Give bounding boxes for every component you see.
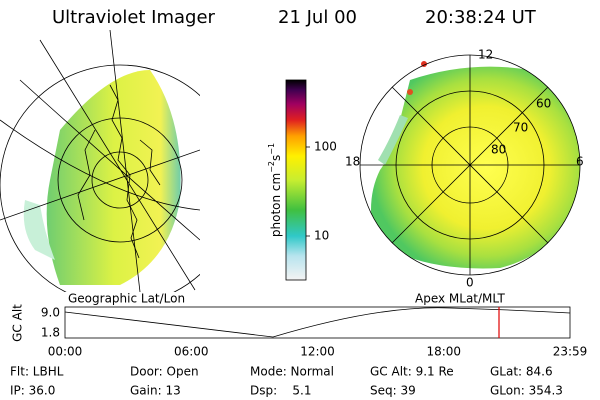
x-tick-label: 23:59 [553, 345, 588, 359]
info-panel: Flt: LBHL Door: Open Mode: Normal GC Alt: 9… [10, 365, 563, 398]
title: Ultraviolet Imager [52, 7, 216, 28]
colorbar-tick-label: 10 [314, 229, 329, 243]
date: 21 Jul 00 [278, 7, 357, 28]
left-label: Geographic Lat/Lon [68, 292, 185, 306]
altitude-frame [64, 306, 571, 339]
mlt-label: 0 [466, 276, 474, 290]
altitude-curve [64, 307, 571, 338]
info-field: GLat: 84.6 [490, 365, 553, 379]
mlat-label: 70 [513, 121, 528, 135]
time: 20:38:24 UT [425, 7, 537, 28]
mlt-label: 18 [345, 155, 360, 169]
hot-spot [407, 89, 413, 95]
mlt-label: 6 [576, 155, 584, 169]
info-field: GLon: 354.3 [490, 384, 563, 398]
mlat-label: 80 [491, 143, 506, 157]
info-field: Gain: 13 [130, 384, 181, 398]
right-label: Apex MLat/MLT [415, 292, 505, 306]
polar-image [371, 66, 580, 269]
globe-image [0, 30, 200, 292]
x-tick-label: 00:00 [48, 345, 83, 359]
info-field: IP: 36.0 [10, 384, 55, 398]
x-tick-label: 06:00 [174, 345, 209, 359]
info-field: Flt: LBHL [10, 365, 64, 379]
mlt-label: 12 [478, 48, 493, 62]
info-field: Seq: 39 [370, 384, 416, 398]
x-tick-label: 18:00 [426, 345, 461, 359]
y-tick-label: 1.8 [41, 326, 60, 340]
mlat-label: 60 [536, 97, 551, 111]
info-field: Mode: Normal [250, 365, 334, 379]
polar-spokes [360, 55, 580, 275]
x-tick-label: 12:00 [300, 345, 335, 359]
x-ticks: 00:00 06:00 12:00 18:00 23:59 [48, 345, 588, 359]
y-label: GC Alt [11, 304, 25, 342]
info-field: GC Alt: 9.1 Re [370, 365, 454, 379]
info-field: Door: Open [130, 365, 199, 379]
colorbar [285, 79, 307, 281]
colorbar-label: photon cm−2s−1 [267, 143, 283, 237]
y-tick-label: 9.0 [41, 306, 60, 320]
colorbar-tick-label: 100 [314, 140, 337, 154]
info-field: Dsp: 5.1 [250, 384, 312, 398]
